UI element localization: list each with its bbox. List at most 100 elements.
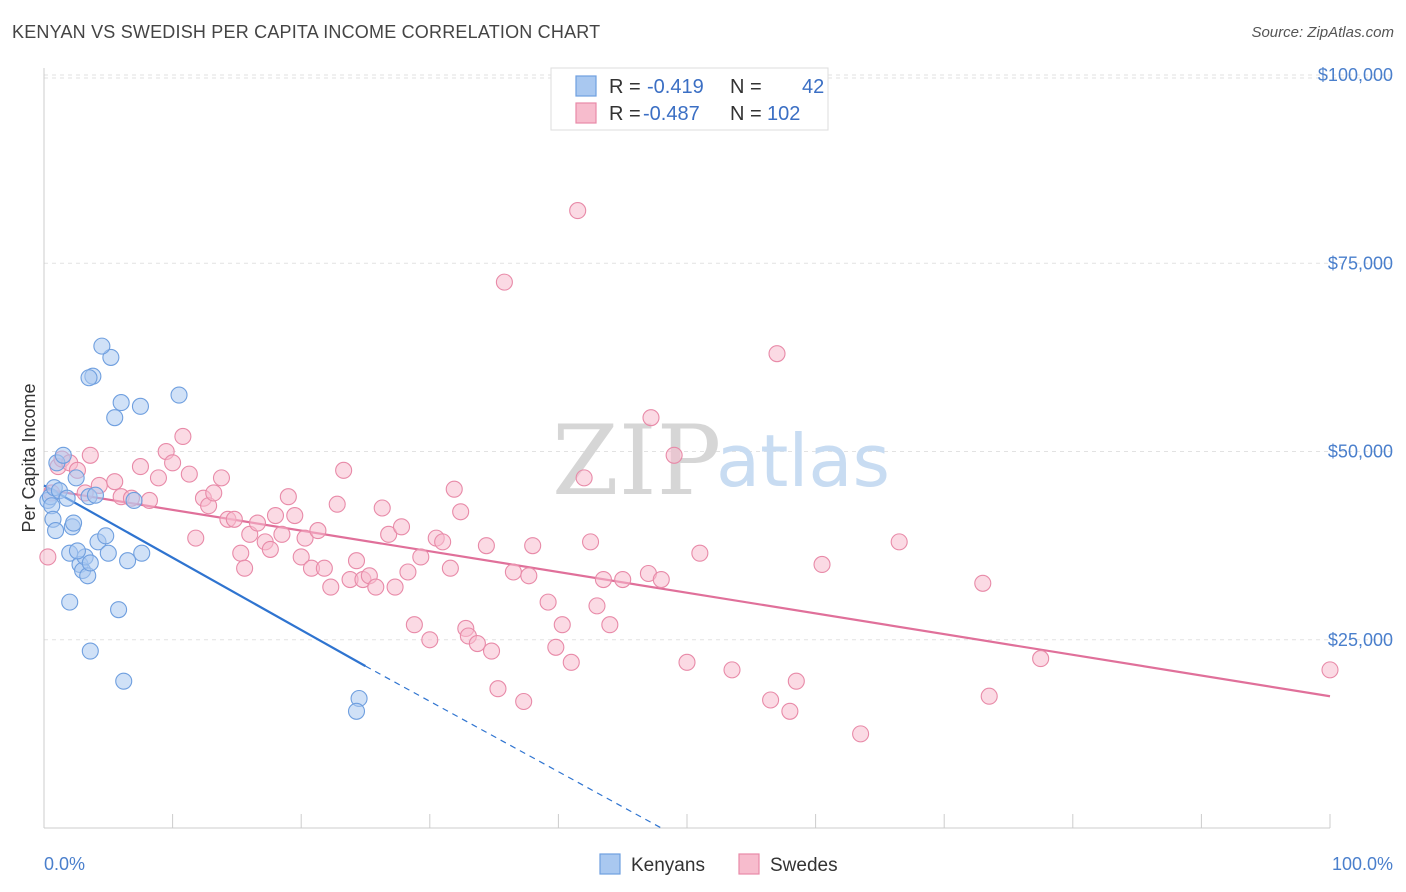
data-point-swedes: [405, 616, 423, 634]
data-point-swedes: [309, 522, 327, 540]
data-point-swedes: [39, 548, 57, 566]
data-point-swedes: [296, 529, 314, 547]
data-point-swedes: [164, 454, 182, 472]
data-point-swedes: [180, 465, 198, 483]
data-point-swedes: [380, 525, 398, 543]
data-point-kenyans: [110, 601, 128, 619]
data-point-swedes: [131, 458, 149, 476]
data-point-swedes: [614, 570, 632, 589]
data-point-swedes: [273, 525, 291, 543]
legend-n-label-swedes: N =: [730, 103, 762, 125]
data-point-swedes: [482, 642, 501, 660]
data-point-swedes: [781, 702, 799, 720]
data-point-kenyans: [97, 527, 115, 545]
legend-swatch-kenyans: [575, 75, 597, 97]
data-point-swedes: [489, 680, 507, 698]
data-point-swedes: [232, 544, 250, 562]
data-point-kenyans: [102, 348, 120, 366]
data-point-swedes: [980, 687, 998, 705]
data-point-kenyans: [68, 542, 86, 560]
chart-source: Source: ZipAtlas.com: [1251, 24, 1394, 41]
data-point-swedes: [286, 506, 304, 525]
watermark: ZIP atlas: [552, 405, 890, 517]
data-point-kenyans: [99, 544, 117, 562]
data-point-swedes: [174, 427, 192, 446]
data-point-swedes: [594, 570, 612, 589]
data-point-swedes: [392, 518, 411, 536]
data-point-swedes: [852, 725, 870, 743]
data-point-swedes: [691, 544, 709, 562]
data-point-swedes: [279, 488, 297, 506]
data-point-kenyans: [47, 522, 65, 540]
watermark-atlas: atlas: [716, 419, 890, 503]
legend-r-label-kenyans: R =: [609, 76, 641, 98]
data-point-swedes: [140, 491, 159, 510]
data-point-swedes: [445, 480, 463, 498]
data-point-swedes: [225, 510, 243, 528]
data-point-swedes: [212, 469, 231, 487]
data-point-swedes: [441, 559, 459, 577]
x-tick-label-max: 100.0%: [1332, 854, 1393, 874]
y-axis-label: Per Capita Income: [19, 383, 39, 532]
data-point-swedes: [553, 616, 571, 634]
data-point-swedes: [762, 691, 780, 709]
data-point-swedes: [495, 273, 513, 291]
data-point-swedes: [539, 593, 557, 611]
data-point-swedes: [421, 631, 439, 649]
data-point-swedes: [386, 578, 404, 596]
data-point-kenyans: [112, 394, 130, 412]
data-point-kenyans: [81, 554, 99, 572]
top-legend: R = -0.419 N = 42 R = -0.487 N = 102: [550, 67, 829, 131]
data-point-swedes: [723, 661, 741, 679]
data-point-swedes: [768, 345, 786, 363]
data-point-swedes: [373, 499, 391, 517]
data-point-swedes: [106, 473, 124, 491]
data-point-swedes: [367, 578, 385, 596]
data-point-swedes: [399, 563, 417, 581]
y-tick-label: $100,000: [1318, 65, 1393, 85]
y-tick-label: $75,000: [1328, 253, 1393, 273]
data-point-swedes: [347, 552, 366, 570]
data-point-swedes: [149, 469, 168, 487]
data-point-swedes: [236, 559, 254, 577]
data-point-swedes: [468, 634, 486, 653]
data-point-kenyans: [93, 337, 111, 355]
data-point-swedes: [335, 461, 353, 479]
data-point-swedes: [81, 446, 99, 464]
data-point-kenyans: [347, 702, 366, 720]
data-point-kenyans: [67, 469, 85, 487]
trend-line-kenyans: [43, 484, 367, 668]
data-point-swedes: [328, 495, 346, 513]
legend-n-value-kenyans: 42: [802, 76, 824, 98]
data-point-kenyans: [58, 489, 76, 507]
data-point-swedes: [477, 537, 495, 555]
data-point-swedes: [261, 540, 279, 558]
axes: [43, 68, 1331, 829]
data-point-swedes: [434, 533, 452, 551]
data-point-swedes: [248, 514, 267, 532]
legend-r-label-swedes: R =: [609, 103, 641, 125]
bottom-legend: Kenyans Swedes: [599, 853, 838, 876]
data-point-swedes: [601, 616, 619, 634]
data-point-swedes: [813, 555, 831, 574]
data-point-kenyans: [80, 369, 98, 387]
data-point-kenyans: [81, 642, 99, 660]
data-point-swedes: [504, 563, 522, 581]
data-points: [39, 202, 1339, 743]
data-point-swedes: [205, 484, 223, 502]
data-point-kenyans: [86, 486, 104, 504]
data-point-kenyans: [61, 593, 79, 611]
data-point-swedes: [588, 597, 606, 615]
data-point-kenyans: [106, 409, 124, 427]
data-point-kenyans: [54, 446, 72, 464]
y-tick-labels: $25,000 $50,000 $75,000 $100,000: [1318, 65, 1393, 650]
legend-swatch-swedes: [575, 102, 597, 124]
legend-n-value-swedes: 102: [767, 103, 800, 125]
data-point-swedes: [1321, 661, 1339, 679]
data-point-swedes: [665, 446, 683, 464]
bottom-legend-label-kenyans: Kenyans: [631, 855, 705, 876]
data-point-swedes: [315, 559, 333, 577]
bottom-legend-swatch-swedes: [738, 853, 760, 875]
data-point-swedes: [547, 638, 565, 656]
